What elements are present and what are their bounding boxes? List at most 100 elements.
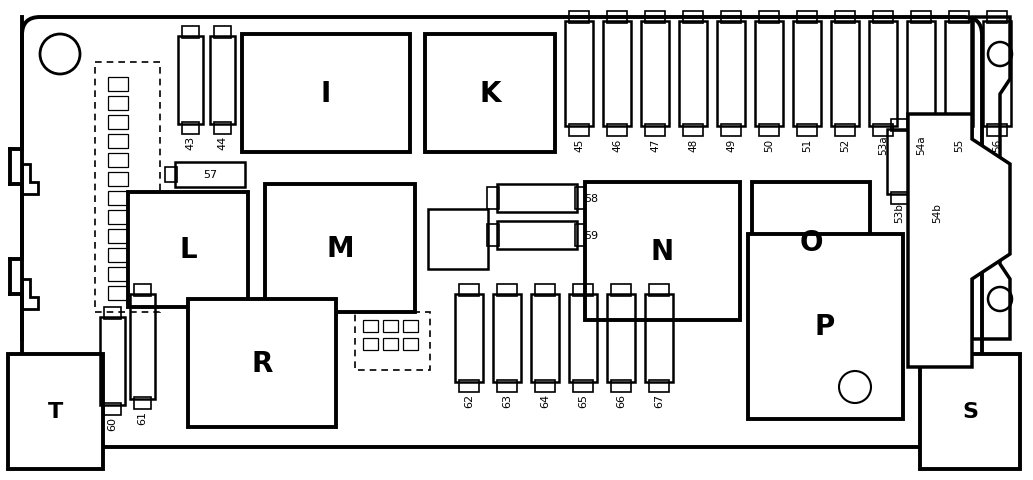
Bar: [831, 22, 859, 127]
Bar: [95, 63, 160, 312]
Bar: [108, 267, 128, 281]
Bar: [573, 285, 593, 296]
Bar: [403, 320, 418, 332]
Text: 55: 55: [954, 138, 964, 151]
Bar: [607, 125, 627, 137]
Bar: [721, 125, 741, 137]
Bar: [459, 380, 479, 392]
Text: T: T: [48, 401, 63, 421]
Bar: [575, 225, 587, 247]
Text: 54b: 54b: [933, 203, 942, 222]
Text: 48: 48: [688, 138, 698, 151]
Bar: [497, 185, 577, 213]
Bar: [425, 35, 555, 153]
Bar: [108, 287, 128, 300]
Bar: [873, 12, 893, 24]
Bar: [916, 273, 938, 287]
Bar: [911, 125, 931, 137]
Bar: [108, 229, 128, 243]
Bar: [104, 403, 121, 415]
Bar: [916, 292, 938, 306]
Bar: [683, 12, 703, 24]
Bar: [104, 307, 121, 319]
Text: 66: 66: [616, 393, 626, 407]
Bar: [497, 380, 516, 392]
Bar: [108, 211, 128, 225]
Bar: [242, 35, 410, 153]
Bar: [721, 12, 741, 24]
Bar: [575, 188, 587, 210]
Text: O: O: [800, 228, 822, 256]
Bar: [916, 332, 938, 346]
Text: M: M: [326, 235, 354, 263]
Bar: [835, 12, 855, 24]
Bar: [607, 12, 627, 24]
Bar: [569, 125, 589, 137]
Bar: [649, 380, 669, 392]
Bar: [797, 125, 817, 137]
Bar: [210, 37, 234, 125]
Bar: [916, 232, 938, 247]
Text: 67: 67: [654, 393, 664, 407]
Bar: [607, 294, 635, 382]
Text: 53a: 53a: [878, 135, 888, 155]
Bar: [759, 125, 779, 137]
Bar: [569, 294, 597, 382]
Text: L: L: [179, 236, 197, 264]
Bar: [175, 163, 245, 188]
Bar: [182, 27, 199, 39]
Bar: [8, 354, 103, 469]
Bar: [983, 22, 1011, 127]
Text: 57: 57: [202, 169, 217, 180]
Bar: [569, 12, 589, 24]
Polygon shape: [908, 115, 1010, 367]
Text: 52: 52: [840, 138, 850, 151]
Bar: [887, 130, 912, 194]
Bar: [752, 182, 870, 302]
Bar: [100, 317, 125, 405]
Bar: [755, 22, 783, 127]
Bar: [611, 285, 631, 296]
Text: 51: 51: [802, 138, 812, 151]
Bar: [363, 338, 378, 350]
Text: 60: 60: [107, 416, 118, 430]
Bar: [493, 294, 521, 382]
Bar: [108, 154, 128, 168]
Bar: [916, 192, 938, 206]
Bar: [925, 130, 950, 194]
Text: P: P: [815, 312, 835, 340]
Text: N: N: [651, 238, 674, 265]
Bar: [573, 380, 593, 392]
Bar: [920, 354, 1020, 469]
Text: 61: 61: [137, 410, 148, 424]
Bar: [265, 185, 415, 312]
Bar: [182, 123, 199, 135]
Bar: [130, 294, 155, 399]
Text: 49: 49: [726, 138, 735, 151]
Bar: [108, 116, 128, 130]
Bar: [679, 22, 707, 127]
Bar: [188, 300, 336, 427]
Bar: [891, 120, 908, 132]
Bar: [835, 125, 855, 137]
Bar: [907, 22, 935, 127]
Text: 58: 58: [584, 193, 598, 204]
Bar: [949, 125, 969, 137]
Bar: [108, 249, 128, 263]
Text: 46: 46: [612, 138, 622, 151]
Bar: [108, 173, 128, 187]
Bar: [908, 182, 968, 367]
Text: K: K: [479, 80, 501, 108]
Bar: [911, 12, 931, 24]
Bar: [214, 27, 231, 39]
Bar: [128, 192, 248, 307]
Text: 53b: 53b: [895, 203, 905, 222]
Bar: [645, 125, 665, 137]
Bar: [683, 125, 703, 137]
Bar: [929, 120, 946, 132]
Text: 65: 65: [578, 393, 588, 407]
Bar: [178, 37, 204, 125]
Bar: [645, 294, 674, 382]
Bar: [759, 12, 779, 24]
Bar: [603, 22, 631, 127]
